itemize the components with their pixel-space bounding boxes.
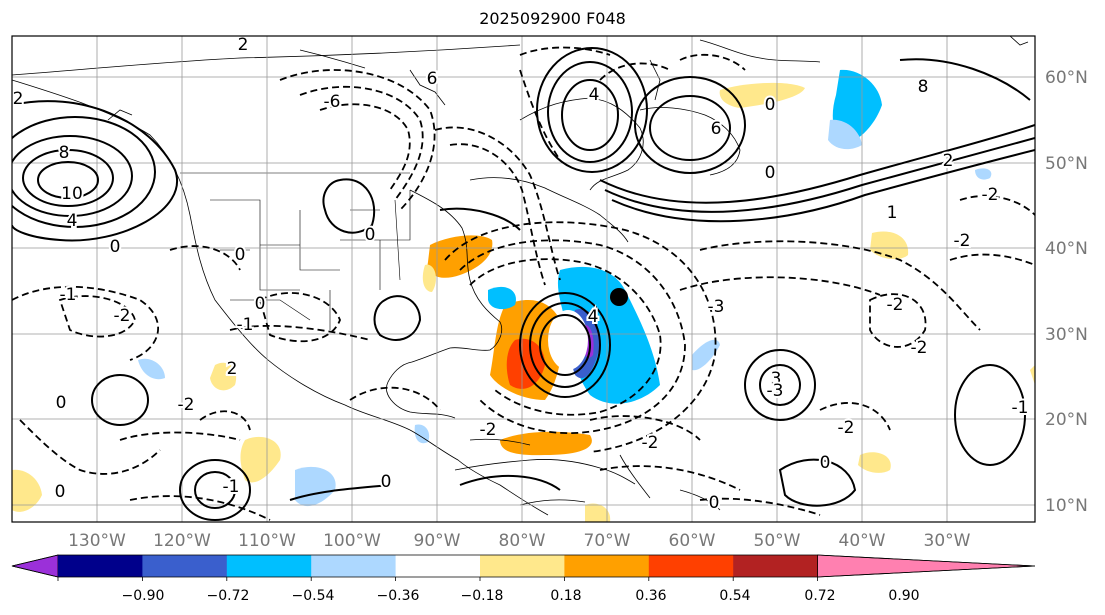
- colorbar-segment: [564, 555, 650, 577]
- contour-label: 0: [56, 393, 67, 413]
- negative-contours: [12, 46, 1035, 521]
- lon-label: 130°W: [68, 531, 126, 551]
- colorbar-extend-min: [11, 554, 59, 578]
- colorbar-tick-label: 0.90: [888, 588, 919, 604]
- colorbar-tick-label: 0.54: [719, 588, 750, 604]
- contour-label: 0: [765, 95, 776, 115]
- colorbar: [11, 554, 1036, 581]
- longitude-labels: 130°W 120°W 110°W 100°W 90°W 80°W 70°W 6…: [68, 531, 971, 551]
- colorbar-segment: [395, 555, 481, 577]
- lon-label: 90°W: [414, 531, 461, 551]
- contour-label: 6: [427, 69, 438, 89]
- colorbar-segment: [648, 555, 734, 577]
- colorbar-tick-label: −0.36: [377, 588, 420, 604]
- lat-label: 40°N: [1045, 239, 1088, 259]
- contour-label: -2: [178, 395, 195, 415]
- contour-label: 2: [943, 151, 954, 171]
- lon-label: 100°W: [323, 531, 381, 551]
- contour-label: 0: [255, 294, 266, 314]
- contour-label: 8: [918, 77, 929, 97]
- positive-contours: [12, 47, 1035, 521]
- colorbar-tick-label: 0.18: [550, 588, 581, 604]
- contour-label: 2: [227, 359, 238, 379]
- colorbar-tick-label: −0.18: [461, 588, 504, 604]
- contour-label: -2: [838, 418, 855, 438]
- contour-label: -3: [767, 381, 784, 401]
- contour-label: -2: [887, 295, 904, 315]
- contour-label: 10: [61, 184, 83, 204]
- contour-label: 0: [235, 245, 246, 265]
- contour-label: 4: [67, 211, 78, 231]
- contour-label: -6: [324, 92, 341, 112]
- lat-label: 30°N: [1045, 325, 1088, 345]
- colorbar-segment: [58, 555, 143, 577]
- contour-label: 0: [55, 482, 66, 502]
- colorbar-tick-label: −0.54: [292, 588, 335, 604]
- contour-label: 4: [589, 85, 600, 105]
- contour-label: 8: [59, 143, 70, 163]
- contour-label: -2: [114, 306, 131, 326]
- colorbar-segment: [142, 555, 228, 577]
- contour-labels: 2 6 10 8 4 0 -2 -1 0 2 4 -2 -3 0 -2 -1 2…: [12, 35, 1030, 515]
- contour-label: 6: [711, 119, 722, 139]
- contour-label: -2: [642, 433, 659, 453]
- contour-label: 2: [13, 89, 24, 109]
- lat-label: 50°N: [1045, 154, 1088, 174]
- contour-label: -2: [911, 338, 928, 358]
- contour-label: 0: [820, 453, 831, 473]
- colorbar-tick-labels: −0.90 −0.72 −0.54 −0.36 −0.18 0.18 0.36 …: [122, 588, 920, 604]
- lat-label: 60°N: [1045, 68, 1088, 88]
- map-title: 2025092900 F048: [479, 9, 626, 28]
- lon-label: 110°W: [238, 531, 296, 551]
- contour-label: 2: [238, 35, 249, 55]
- contour-label: -1: [1012, 398, 1029, 418]
- contour-label: 0: [365, 225, 376, 245]
- colorbar-segment: [733, 555, 819, 577]
- lon-label: 70°W: [584, 531, 631, 551]
- lon-label: 40°W: [839, 531, 886, 551]
- colorbar-tick-label: −0.72: [207, 588, 250, 604]
- lon-label: 120°W: [153, 531, 211, 551]
- contour-label: 0: [765, 163, 776, 183]
- colorbar-tick-label: −0.90: [122, 588, 165, 604]
- colorbar-extend-max: [817, 554, 1036, 578]
- contour-label: -2: [982, 185, 999, 205]
- lon-label: 30°W: [924, 531, 971, 551]
- colorbar-segment: [226, 555, 312, 577]
- lon-label: 60°W: [669, 531, 716, 551]
- contour-label: 0: [709, 493, 720, 513]
- colorbar-tick-label: 0.36: [635, 588, 666, 604]
- lon-label: 50°W: [754, 531, 801, 551]
- graticule: [12, 36, 1035, 522]
- contour-label: -1: [60, 285, 77, 305]
- lat-label: 20°N: [1045, 410, 1088, 430]
- contour-label: -2: [954, 231, 971, 251]
- contour-label: 0: [381, 472, 392, 492]
- contour-label: -1: [237, 315, 254, 335]
- lat-label: 10°N: [1045, 496, 1088, 516]
- storm-center-marker: [610, 288, 628, 306]
- contour-label: 1: [887, 203, 898, 223]
- contour-label: -3: [708, 297, 725, 317]
- colorbar-tick-label: 0.72: [804, 588, 835, 604]
- colorbar-segment: [480, 555, 565, 577]
- colorbar-segment: [311, 555, 397, 577]
- latitude-labels: 60°N 50°N 40°N 30°N 20°N 10°N: [1045, 68, 1088, 516]
- contour-label: -1: [223, 477, 240, 497]
- contour-label: 4: [588, 307, 599, 327]
- contour-label: -2: [480, 420, 497, 440]
- lon-label: 80°W: [499, 531, 546, 551]
- map-frame: [11, 35, 1036, 523]
- contour-label: 3: [771, 369, 782, 389]
- coastlines: [12, 36, 1029, 516]
- contour-label: 0: [110, 237, 121, 257]
